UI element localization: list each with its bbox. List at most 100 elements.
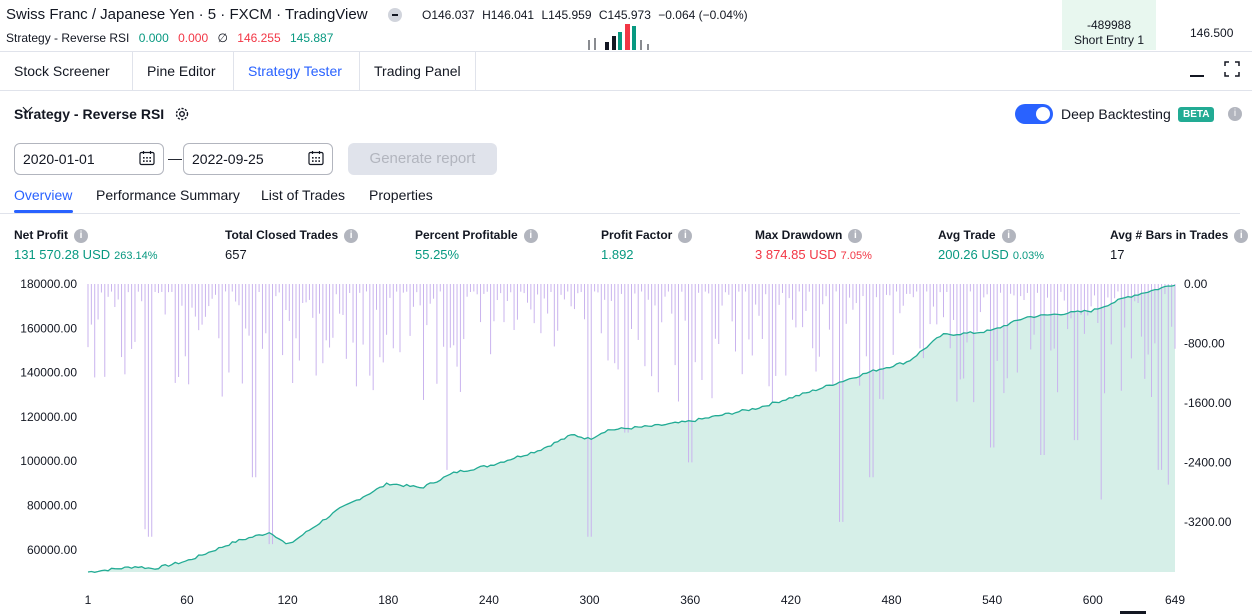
strategy-legend-name: Strategy - Reverse RSI: [6, 31, 130, 45]
date-from-input[interactable]: 2020-01-01: [14, 143, 164, 175]
high-value: H146.041: [482, 8, 535, 22]
metric-value: 55.25%: [415, 247, 459, 262]
subtab-overview[interactable]: Overview: [14, 187, 73, 203]
deep-backtesting-toggle[interactable]: [1015, 104, 1053, 124]
maximize-icon[interactable]: [1224, 61, 1240, 77]
y-axis-left-tick: 80000.00: [27, 499, 77, 513]
metric-value-text: 3 874.85 USD: [755, 247, 837, 262]
metric-label: Percent Profitable i: [415, 228, 538, 243]
x-axis-tick: 1: [85, 593, 92, 607]
info-icon[interactable]: i: [678, 228, 693, 243]
metric-label-text: Profit Factor: [601, 228, 673, 242]
metric-value-text: 657: [225, 247, 247, 262]
low-value: L145.959: [541, 8, 592, 22]
equity-area: [88, 285, 1175, 573]
gear-icon[interactable]: [174, 106, 190, 122]
tab-label: Trading Panel: [374, 63, 461, 79]
metric-percent: 0.03%: [1012, 250, 1045, 262]
metric-label: Profit Factor i: [601, 228, 693, 243]
tab-label: Strategy Tester: [248, 63, 342, 79]
metric-label: Max Drawdown i: [755, 228, 863, 243]
bottom-panel-tabs: Stock Screener Pine Editor Strategy Test…: [0, 51, 1252, 113]
minimize-icon[interactable]: [1190, 75, 1204, 77]
legend-value: ∅: [217, 31, 228, 45]
y-axis-left-tick: 180000.00: [20, 277, 77, 291]
beta-badge: BETA: [1178, 107, 1215, 122]
y-axis-right-tick: -1600.00: [1184, 396, 1232, 410]
tab-pine-editor[interactable]: Pine Editor: [133, 52, 234, 90]
short-entry-marker: [1062, 0, 1156, 50]
metric-label-text: Percent Profitable: [415, 228, 518, 242]
subtab-list-of-trades[interactable]: List of Trades: [261, 187, 346, 203]
legend-value: 146.255: [237, 31, 281, 45]
y-axis-right-tick: -800.00: [1184, 336, 1225, 350]
metric-label: Net Profit i: [14, 228, 88, 243]
metric-value-text: 17: [1110, 247, 1125, 262]
tab-trading-panel[interactable]: Trading Panel: [360, 52, 476, 90]
x-axis-tick: 649: [1165, 593, 1185, 607]
info-icon[interactable]: i: [848, 228, 863, 243]
divider: [0, 213, 1240, 214]
x-axis-tick: 240: [479, 593, 499, 607]
x-axis-tick: 300: [580, 593, 600, 607]
y-axis-right-tick: 0.00: [1184, 277, 1208, 291]
y-axis-right-tick: -3200.00: [1184, 515, 1232, 529]
metric-label: Total Closed Trades i: [225, 228, 359, 243]
x-axis-tick: 540: [982, 593, 1002, 607]
open-value: O146.037: [422, 8, 475, 22]
info-icon[interactable]: i: [74, 228, 88, 243]
calendar-icon[interactable]: [308, 150, 324, 166]
info-icon[interactable]: i: [344, 228, 359, 243]
y-axis-left-tick: 120000.00: [20, 410, 77, 424]
short-entry-value: -489988: [1086, 18, 1132, 32]
tab-stock-screener[interactable]: Stock Screener: [0, 52, 133, 113]
calendar-icon[interactable]: [139, 150, 155, 166]
metric-label-text: Total Closed Trades: [225, 228, 339, 242]
metric-value: 200.26 USD 0.03%: [938, 247, 1044, 262]
metric-value-text: 1.892: [601, 247, 634, 262]
x-axis-tick: 420: [781, 593, 801, 607]
date-to-value: 2022-09-25: [192, 151, 264, 167]
x-axis-tick: 600: [1083, 593, 1103, 607]
info-icon[interactable]: i: [1228, 107, 1242, 121]
subtab-performance-summary[interactable]: Performance Summary: [96, 187, 240, 203]
y-axis-left-tick: 100000.00: [20, 454, 77, 468]
x-axis-tick: 60: [180, 593, 194, 607]
strategy-title: Strategy - Reverse RSI: [14, 106, 165, 122]
date-to-input[interactable]: 2022-09-25: [183, 143, 333, 175]
y-axis-left-tick: 60000.00: [27, 543, 77, 557]
date-range-separator: —: [168, 150, 182, 166]
metric-label: Avg Trade i: [938, 228, 1016, 243]
metric-percent: 7.05%: [840, 250, 872, 262]
y-axis-left-tick: 160000.00: [20, 321, 77, 335]
metric-label-text: Net Profit: [14, 228, 68, 242]
metric-percent: 263.14%: [114, 250, 158, 262]
metric-value-text: 55.25%: [415, 247, 460, 262]
info-icon[interactable]: i: [523, 228, 538, 243]
metric-value: 1.892: [601, 247, 634, 262]
metric-value: 131 570.28 USD 263.14%: [14, 247, 158, 262]
strategy-legend[interactable]: Strategy - Reverse RSI 0.000 0.000 ∅ 146…: [6, 31, 339, 45]
date-from-value: 2020-01-01: [23, 151, 95, 167]
info-icon[interactable]: i: [1001, 228, 1016, 243]
subtab-properties[interactable]: Properties: [369, 187, 433, 203]
equity-chart[interactable]: 180000.00160000.00140000.00120000.001000…: [0, 276, 1252, 614]
collapse-icon[interactable]: [388, 8, 402, 22]
metric-value-text: 131 570.28 USD: [14, 247, 111, 262]
metric-value-text: 200.26 USD: [938, 247, 1009, 262]
y-axis-left-tick: 140000.00: [20, 366, 77, 380]
short-entry-label: Short Entry 1: [1073, 33, 1145, 47]
tab-label: Pine Editor: [147, 63, 216, 79]
ohlc-readout: O146.037 H146.041 L145.959 C145.973 −0.0…: [422, 8, 752, 22]
legend-value: 145.887: [290, 31, 334, 45]
x-axis-tick: 120: [278, 593, 298, 607]
tab-strategy-tester[interactable]: Strategy Tester: [234, 52, 360, 90]
close-value: C145.973: [598, 8, 651, 22]
tab-label: Stock Screener: [14, 63, 110, 79]
metric-value: 17: [1110, 247, 1124, 262]
equity-line: [87, 284, 1176, 573]
info-icon[interactable]: i: [1234, 228, 1249, 243]
generate-report-button[interactable]: Generate report: [348, 143, 497, 175]
metric-value: 3 874.85 USD 7.05%: [755, 247, 872, 262]
x-axis-tick: 360: [680, 593, 700, 607]
